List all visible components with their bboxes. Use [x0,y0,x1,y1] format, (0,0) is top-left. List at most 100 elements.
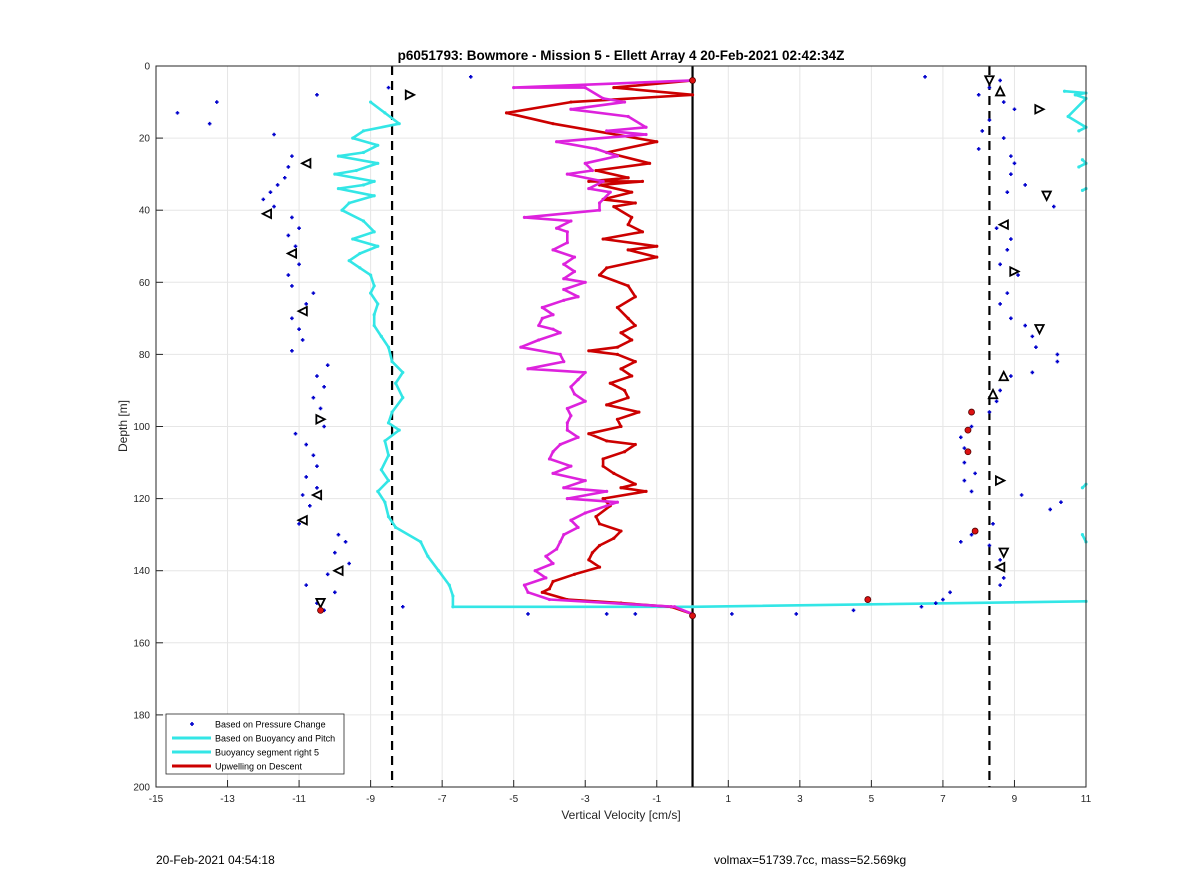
series-point [512,86,516,90]
series-point [587,186,591,191]
pressure-point [290,215,294,220]
legend-label: Upwelling on Descent [215,762,303,772]
series-point [626,248,630,252]
pressure-point [1009,172,1013,176]
pressure-point [959,435,963,440]
series-point [583,478,587,483]
triangle-marker [994,85,1006,97]
series-point [547,457,552,461]
series-point [519,345,523,349]
pressure-point [1055,352,1060,357]
series-point [372,313,376,317]
series-point [354,168,358,173]
pressure-point [941,597,945,602]
series-point [576,378,580,382]
pressure-point [315,464,319,468]
series-point [640,230,645,234]
pressure-point [293,431,298,436]
y-axis-label: Depth [m] [116,400,130,452]
pressure-point [1034,345,1038,349]
triangle-marker [1040,190,1053,202]
series-point [626,223,630,227]
series-point [615,500,620,504]
pressure-point [998,583,1002,587]
y-tick-label: 80 [139,350,151,361]
pressure-point [315,485,319,490]
series-point [1080,533,1085,537]
pressure-point [300,338,305,342]
pressure-point [1023,183,1027,187]
y-tick-label: 60 [139,278,151,289]
pressure-point [300,493,305,497]
x-tick-label: 9 [1012,794,1018,805]
series-point [383,500,387,504]
pressure-point [272,132,276,137]
series-point [612,204,616,209]
series-point [576,295,580,299]
series-point [587,179,591,183]
series-point [504,111,509,115]
series-point [372,230,376,234]
series-point [622,100,627,104]
legend-label: Based on Pressure Change [215,720,326,730]
series-point [622,450,627,454]
pressure-point [1001,576,1006,580]
series-point [544,554,548,558]
series-point [583,370,587,375]
series-point [376,143,380,147]
series-point [419,540,423,544]
series-point [630,338,634,342]
pressure-point [851,608,856,613]
pressure-point [991,522,995,526]
series-point [376,244,380,248]
series-point [594,515,598,519]
series-point [547,587,552,591]
series-point [544,576,548,580]
series-point [540,590,544,594]
series-point [551,122,555,126]
triangle-marker [983,75,996,87]
pressure-point [1048,507,1053,512]
series-point [633,442,637,447]
series-point [372,323,376,328]
series-point [630,215,634,220]
series-point [644,125,648,129]
pressure-point [268,190,273,194]
legend-box [165,713,345,775]
x-tick-label: 1 [726,794,732,805]
series-point [569,385,573,389]
pressure-point [336,532,341,537]
pressure-point [633,612,638,616]
series-point [576,525,580,530]
series-point [565,421,569,425]
triangle-marker [997,218,1009,231]
series-point [622,388,627,393]
series-point [690,605,695,609]
series-point [583,399,587,403]
pressure-point [311,395,316,400]
pressure-point [261,197,266,202]
series-point [583,86,587,90]
series-point [615,305,620,310]
pressure-point [919,604,924,609]
series-point [551,561,555,566]
series-point [605,439,609,443]
series-point [562,298,566,302]
pressure-point [315,93,319,97]
triangle-marker [285,247,298,260]
series-point [565,230,569,234]
triangle-marker [995,474,1007,487]
y-tick-label: 180 [133,710,150,721]
series-point [633,201,637,205]
x-axis: -15 -13 -11 -9 -7 -5 -3 -1 1 3 5 7 9 11 [149,780,1092,805]
series-point [608,190,612,194]
series-point [601,497,605,501]
series-point [690,93,695,97]
pressure-point [998,302,1002,306]
pressure-point [794,612,799,616]
series-point [540,316,544,320]
series-point [633,360,637,364]
series-point [555,226,559,230]
series-point [526,590,530,594]
